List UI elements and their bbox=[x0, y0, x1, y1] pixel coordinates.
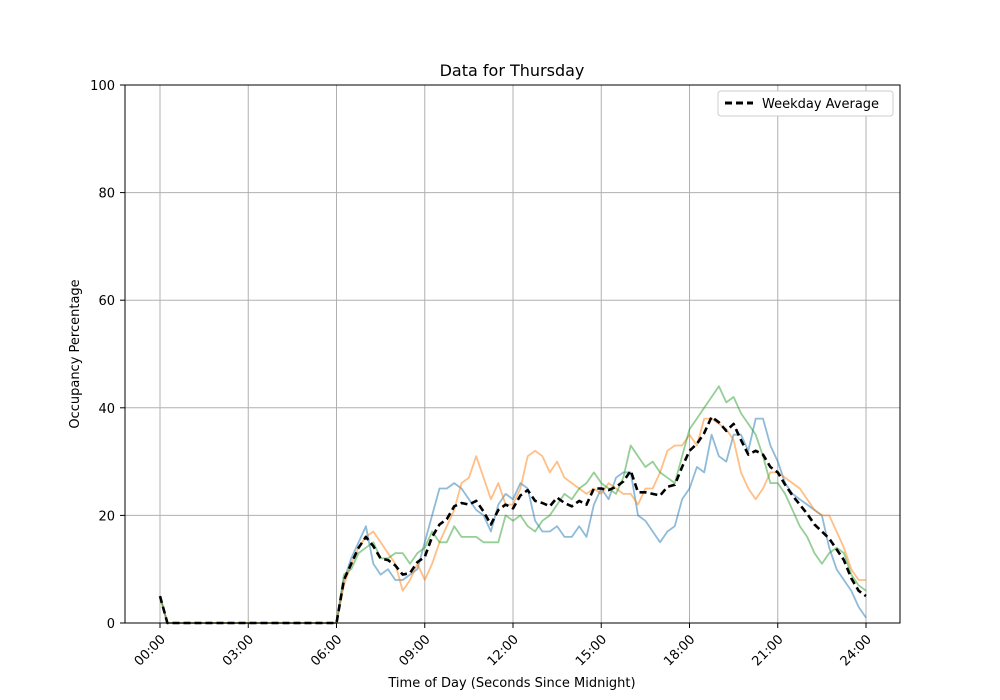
chart-title: Data for Thursday bbox=[440, 61, 585, 80]
x-axis-label: Time of Day (Seconds Since Midnight) bbox=[387, 676, 635, 691]
y-tick-label: 80 bbox=[98, 187, 115, 202]
legend-label-weekday-average: Weekday Average bbox=[762, 97, 879, 112]
y-tick-label: 100 bbox=[90, 79, 115, 94]
y-axis-label: Occupancy Percentage bbox=[68, 279, 83, 428]
legend-box bbox=[717, 90, 894, 117]
legend: Weekday Average bbox=[717, 90, 894, 117]
y-tick-label: 60 bbox=[98, 294, 115, 309]
y-tick-label: 0 bbox=[107, 617, 115, 632]
y-tick-label: 40 bbox=[98, 402, 115, 417]
y-tick-label: 20 bbox=[98, 509, 115, 524]
